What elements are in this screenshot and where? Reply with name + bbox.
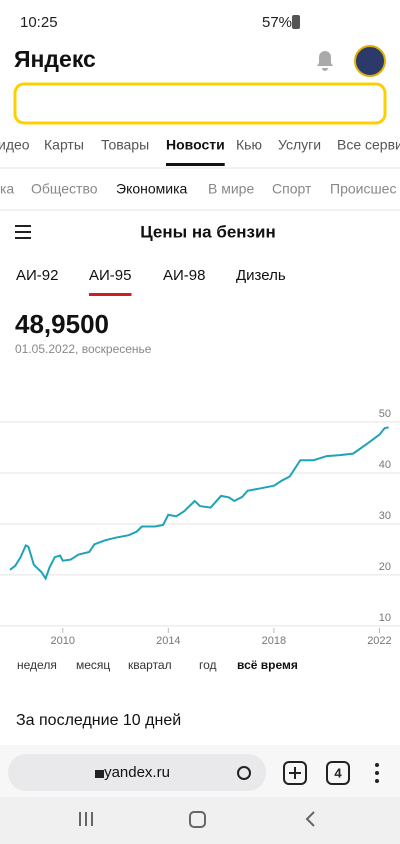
url[interactable]: yandex.ru [104,764,170,781]
tab-underline [166,163,225,166]
url-box[interactable] [8,754,266,791]
nav-bar [0,797,400,844]
y-tick-label: 30 [379,510,391,522]
tabs-button[interactable] [326,761,350,785]
tab-underline [89,293,132,296]
section-title: За последние 10 дней [16,712,181,729]
price-value: 48,9500 [15,309,109,339]
tab[interactable]: В мире [208,181,254,197]
tab[interactable]: Происшес [330,181,396,197]
y-tick-label: 50 [379,408,391,420]
tab[interactable]: месяц [76,658,110,672]
x-tick-label: 2018 [262,635,286,647]
search-box[interactable] [13,82,387,125]
tab[interactable]: квартал [128,658,172,672]
x-tick-label: 2014 [156,635,180,647]
tabs-count[interactable]: 4 [334,765,342,780]
page-title: Цены на бензин [140,222,275,241]
tab[interactable]: Товары [101,137,149,153]
battery-icon [292,15,300,29]
tab[interactable]: Все серви [337,137,400,153]
y-tick-label: 20 [379,561,391,573]
tab[interactable]: АИ-92 [16,267,58,284]
tab[interactable]: АИ-98 [163,267,205,284]
tab[interactable]: АИ-95 [89,267,131,284]
nav-buttons[interactable] [79,811,315,828]
lock-icon [95,770,104,778]
tab[interactable]: Экономика [116,181,188,197]
tab[interactable]: Дизель [236,267,286,284]
plus [289,767,301,779]
tab[interactable]: Карты [44,137,84,153]
tab[interactable]: неделя [17,658,57,672]
avatar[interactable] [354,45,386,77]
reload-icon[interactable] [237,766,251,780]
tab[interactable]: Кью [236,137,262,153]
logo[interactable]: Яндекс [14,46,96,72]
price-line [9,426,389,581]
tab[interactable]: идео [0,137,30,153]
tab[interactable]: Общество [31,181,98,197]
tab[interactable]: год [199,658,217,672]
y-tick-label: 10 [379,612,391,624]
tab[interactable]: Услуги [278,137,321,153]
tab[interactable]: ка [0,181,14,197]
bell-icon[interactable] [317,51,333,71]
status-battery: 57% [262,14,292,31]
new-tab-icon[interactable] [283,761,307,785]
price-date: 01.05.2022, воскресенье [15,342,152,356]
status-time: 10:25 [20,14,58,31]
tab[interactable]: Новости [166,137,225,153]
x-tick-label: 2010 [51,635,75,647]
tab[interactable]: всё время [237,658,298,672]
y-tick-label: 40 [379,459,391,471]
x-tick-label: 2022 [367,635,391,647]
more-icon[interactable] [375,763,379,783]
menu-icon[interactable] [15,225,31,239]
tab[interactable]: Спорт [272,181,312,197]
